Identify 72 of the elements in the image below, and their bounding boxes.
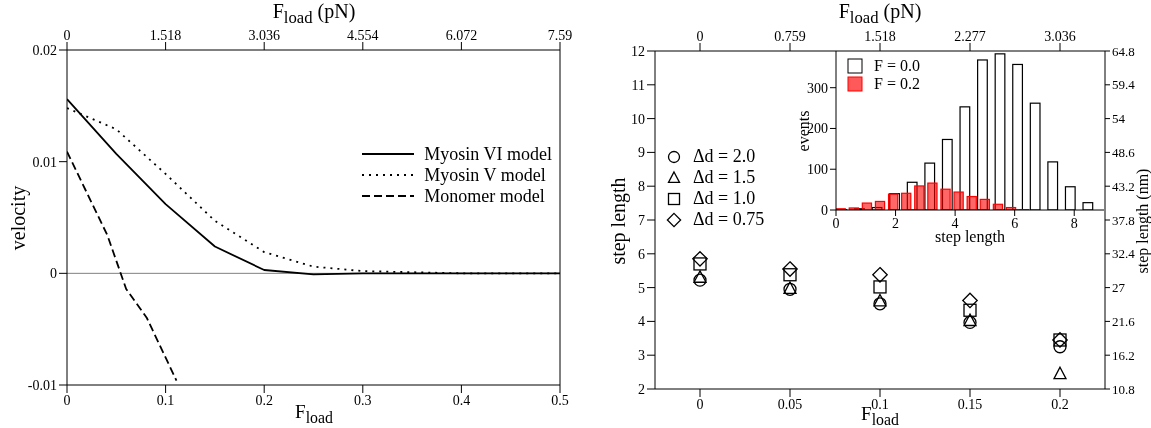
- y2-tick-label: 21.6: [1112, 314, 1136, 330]
- x-tick-label: 0: [832, 215, 840, 231]
- x-tick-label: 0.4: [452, 392, 471, 408]
- y-tick-label: 0: [50, 266, 57, 282]
- x2-tick-label: 3.036: [248, 28, 280, 43]
- x2-axis-title: F$_{load}$ (pN): [838, 0, 922, 27]
- legend-label: F = 0.0: [874, 57, 920, 75]
- y-tick-label: 11: [631, 77, 645, 93]
- x2-tick-label: 0: [696, 29, 704, 44]
- y2-tick-label: 54: [1112, 111, 1126, 127]
- y-tick-label: 0: [821, 202, 828, 218]
- x-tick-label: 0.2: [255, 392, 273, 408]
- y2-tick-label: 37.8: [1112, 212, 1135, 228]
- x-tick-label: 4: [951, 215, 959, 231]
- x2-tick-label: 7.59: [547, 28, 573, 43]
- legend-label: Δd = 0.75: [693, 209, 765, 231]
- y-axis-title: step length: [607, 177, 629, 265]
- x2-axis-title: F$_{load}$ (pN): [272, 0, 356, 27]
- y-tick-label: 8: [638, 179, 645, 195]
- y-tick-label: 5: [638, 280, 645, 296]
- legend-label: Monomer model: [424, 185, 545, 207]
- y-tick-label: 9: [638, 145, 645, 161]
- y-axis-title: velocity: [7, 185, 29, 251]
- x-axis-title: step length: [935, 228, 1005, 245]
- x2-tick-label: 6.072: [445, 28, 478, 43]
- legend-label: Δd = 2.0: [693, 146, 756, 168]
- x-tick-label: 8: [1070, 215, 1078, 231]
- x-axis-title: F$_{load}$: [295, 401, 333, 426]
- y2-tick-label: 48.6: [1112, 145, 1136, 161]
- legend-label: Δd = 1.0: [693, 188, 756, 210]
- x-tick-label: 0.5: [551, 392, 569, 408]
- x2-tick-label: 3.036: [1044, 29, 1076, 44]
- y-tick-label: 100: [807, 162, 828, 178]
- x2-tick-label: 1.518: [864, 29, 896, 44]
- y-tick-label: 7: [638, 212, 645, 228]
- x-tick-label: 0.15: [957, 396, 983, 412]
- x-tick-label: 0: [696, 396, 704, 412]
- legend-label: Δd = 1.5: [693, 167, 756, 189]
- y-tick-label: 12: [631, 43, 645, 59]
- legend-label: F = 0.2: [874, 75, 920, 93]
- x-tick-label: 0.05: [777, 396, 803, 412]
- y2-axis-title: step length (nm): [1134, 168, 1151, 274]
- y-tick-label: 3: [638, 348, 645, 364]
- x2-tick-label: 4.554: [347, 28, 379, 43]
- y-tick-label: -0.01: [27, 377, 57, 393]
- x-tick-label: 2: [892, 215, 900, 231]
- y-tick-label: 0.01: [32, 154, 57, 170]
- y-tick-label: 10: [631, 111, 645, 127]
- x2-tick-label: 1.518: [149, 28, 182, 43]
- x-tick-label: 0: [63, 392, 71, 408]
- x-tick-label: 0.2: [1051, 396, 1069, 412]
- x2-tick-label: 2.277: [954, 29, 986, 44]
- y-tick-label: 4: [638, 314, 645, 330]
- y2-tick-label: 43.2: [1112, 178, 1135, 194]
- y2-tick-label: 64.8: [1112, 43, 1135, 59]
- y2-tick-label: 59.4: [1112, 77, 1136, 93]
- x-tick-label: 6: [1011, 215, 1019, 231]
- x2-tick-label: 0: [63, 28, 71, 43]
- x-tick-label: 0.1: [871, 396, 889, 412]
- y-tick-label: 0.02: [32, 42, 57, 58]
- legend-label: Myosin VI model: [424, 143, 552, 165]
- y2-tick-label: 27: [1112, 280, 1126, 296]
- y2-tick-label: 32.4: [1112, 246, 1136, 262]
- legend-label: Myosin V model: [424, 164, 546, 186]
- y2-tick-label: 10.8: [1112, 381, 1135, 397]
- x-tick-label: 0.1: [156, 392, 175, 408]
- x2-tick-label: 0.759: [774, 29, 806, 44]
- y-tick-label: 2: [638, 381, 645, 397]
- y-tick-label: 300: [807, 80, 828, 96]
- y-tick-label: 6: [638, 246, 645, 262]
- x-tick-label: 0.3: [354, 392, 372, 408]
- y2-tick-label: 16.2: [1112, 347, 1135, 363]
